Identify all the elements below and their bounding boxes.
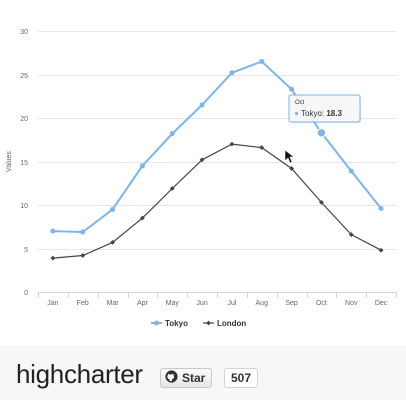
series-line	[51, 60, 383, 233]
x-tick-label: Jul	[227, 300, 236, 307]
series-line	[52, 143, 382, 259]
star-count[interactable]: 507	[224, 368, 259, 388]
tooltip-header: Oct	[295, 100, 305, 106]
data-point	[348, 168, 354, 174]
legend-label: London	[217, 319, 246, 328]
data-point	[110, 240, 115, 245]
legend-marker	[206, 320, 211, 326]
data-point	[139, 163, 145, 169]
axes: 0 5 10 15 20 25 30 Jan Feb Mar Apr May Jun Jul Aug Sep O…	[6, 29, 397, 307]
x-tick-label: Apr	[137, 300, 149, 307]
series	[50, 58, 384, 261]
data-point	[50, 255, 56, 261]
y-tick-label: 25	[20, 73, 28, 80]
x-tick-label: Feb	[77, 300, 89, 307]
data-point	[169, 131, 175, 137]
data-point	[110, 206, 116, 212]
x-tick-label: Mar	[107, 300, 120, 307]
x-tick-label: Dec	[375, 300, 388, 307]
data-point	[289, 86, 295, 92]
data-point	[199, 102, 205, 108]
series-london	[50, 141, 384, 261]
y-tick-label: 20	[20, 116, 28, 123]
grid-lines	[38, 31, 396, 250]
data-point	[378, 247, 384, 253]
x-tick-label: May	[166, 300, 180, 307]
mouse-cursor-icon	[284, 149, 295, 164]
y-tick-label: 10	[20, 203, 28, 210]
data-point	[259, 145, 265, 150]
x-tick-label: Nov	[345, 300, 358, 307]
y-tick-label: 5	[24, 247, 28, 254]
legend-item-london[interactable]: London	[203, 319, 246, 328]
x-tick-label: Oct	[316, 300, 327, 307]
data-point	[140, 215, 145, 221]
data-point	[378, 205, 384, 211]
footer-bar: highcharter Star 507	[0, 345, 406, 400]
tooltip-value: 18.3	[326, 109, 342, 118]
star-label: Star	[182, 371, 206, 385]
data-point	[50, 228, 56, 234]
legend-label: Tokyo	[165, 319, 188, 328]
chart-area: 0 5 10 15 20 25 30 Jan Feb Mar Apr May Jun Jul Aug Sep O…	[6, 29, 397, 328]
line-chart: 0 5 10 15 20 25 30 Jan Feb Mar Apr May Jun Jul Aug Sep O…	[6, 29, 397, 328]
data-point	[229, 70, 235, 76]
legend-item-tokyo[interactable]: Tokyo	[151, 319, 188, 328]
legend[interactable]: Tokyo London	[151, 319, 246, 328]
github-star-button[interactable]: Star	[160, 368, 213, 388]
brand-title: highcharter	[16, 359, 143, 389]
y-tick-label: 0	[24, 290, 28, 297]
data-point	[80, 253, 86, 258]
y-axis-title: Values	[6, 151, 13, 172]
x-tick-label: Aug	[256, 300, 269, 307]
data-point	[80, 229, 86, 235]
data-point	[199, 157, 205, 163]
tooltip: Oct Tokyo: 18.3	[284, 94, 361, 164]
data-point	[169, 186, 175, 191]
data-point	[229, 141, 235, 147]
series-tokyo	[50, 58, 384, 235]
data-point	[289, 166, 294, 171]
x-tick-label: Sep	[285, 300, 298, 307]
x-tick-label: Jun	[196, 300, 207, 307]
x-tick-label: Jan	[47, 300, 58, 307]
legend-marker	[154, 320, 159, 326]
tooltip-series-name: Tokyo: 18.3	[301, 109, 342, 118]
data-point	[348, 232, 354, 237]
data-point	[259, 58, 265, 64]
tooltip-series-dot	[294, 111, 299, 116]
y-tick-label: 15	[20, 160, 28, 167]
github-octocat-icon	[165, 370, 178, 386]
tooltip-box	[288, 94, 361, 123]
data-point	[319, 199, 324, 205]
hover-point	[316, 128, 327, 138]
y-tick-label: 30	[20, 29, 28, 36]
